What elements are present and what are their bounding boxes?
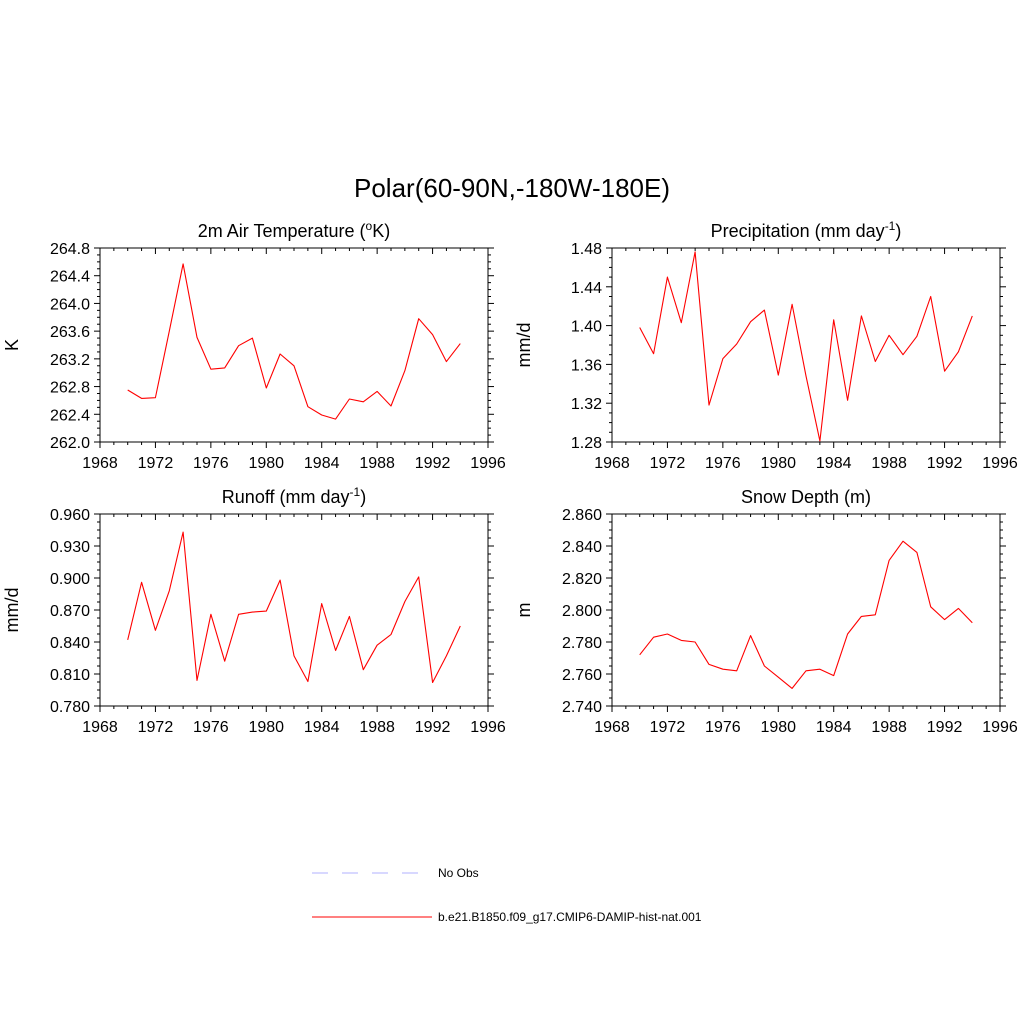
x-tick-label: 1972 [138,719,174,736]
y-tick-label: 2.820 [562,571,602,588]
panel-title-text: Runoff (mm day [222,487,350,507]
x-tick-label: 1984 [816,719,852,736]
x-tick-label: 1984 [816,455,852,472]
y-tick-label: 262.8 [50,380,90,397]
y-tick-label: 0.900 [50,571,90,588]
x-tick-label: 1984 [304,455,340,472]
y-tick-label: 0.810 [50,667,90,684]
x-tick-label: 1976 [705,455,741,472]
x-tick-label: 1988 [359,455,395,472]
x-tick-label: 1968 [82,455,118,472]
x-tick-label: 1976 [705,719,741,736]
panel-title-superscript: o [366,219,373,233]
x-tick-label: 1972 [650,719,686,736]
y-tick-label: 2.760 [562,667,602,684]
y-tick-label: 1.36 [571,357,602,374]
series-line-1 [639,251,973,442]
panel-title: Snow Depth (m) [741,487,871,507]
y-tick-label: 2.840 [562,539,602,556]
panel-2: Precipitation (mm day-1) mm/d 1968 1972 1976… [514,219,1018,472]
x-tick-label: 1968 [82,719,118,736]
panel-title-suffix: K) [372,221,390,241]
x-tick-label: 1980 [760,455,796,472]
x-tick-label: 1976 [193,719,229,736]
y-tick-label: 2.800 [562,603,602,620]
series-line-1 [127,531,461,684]
y-tick-label: 262.4 [50,407,90,424]
panel-4: Snow Depth (m) m 1968 1972 1976 1980 1984 1988 1… [514,487,1018,736]
series-line-1 [127,263,461,420]
y-axis-label: m [514,603,534,618]
x-tick-label: 1980 [248,455,284,472]
y-tick-label: 264.4 [50,269,90,286]
y-tick-label: 264.8 [50,241,90,258]
panel-title-superscript: -1 [350,485,361,499]
x-tick-label: 1976 [193,455,229,472]
y-axis-label: mm/d [2,588,22,633]
y-tick-label: 0.960 [50,507,90,524]
plot-frame [99,247,489,443]
y-tick-label: 2.740 [562,699,602,716]
y-tick-label: 0.840 [50,635,90,652]
x-tick-label: 1996 [470,455,506,472]
y-tick-label: 0.780 [50,699,90,716]
panel-title: Precipitation (mm day-1) [711,219,902,241]
plot-frame [611,247,1001,443]
panel-title-superscript: -1 [885,219,896,233]
x-tick-label: 1968 [594,719,630,736]
panel-3: Runoff (mm day-1) mm/d 1968 1972 1976 1980 198… [2,485,506,736]
x-tick-label: 1988 [871,719,907,736]
y-tick-label: 1.28 [571,435,602,452]
x-tick-label: 1996 [982,455,1018,472]
y-axis-label: mm/d [514,323,534,368]
x-tick-label: 1996 [982,719,1018,736]
panel-title-text: Snow Depth (m) [741,487,871,507]
y-tick-label: 264.0 [50,296,90,313]
panels-group: 2m Air Temperature (oK) K 1968 1972 1976 1980… [2,219,1018,736]
y-tick-label: 0.930 [50,539,90,556]
x-tick-label: 1968 [594,455,630,472]
x-tick-label: 1980 [248,719,284,736]
panel-1: 2m Air Temperature (oK) K 1968 1972 1976 1980… [2,219,506,472]
y-tick-label: 2.860 [562,507,602,524]
y-tick-label: 1.40 [571,319,602,336]
x-tick-label: 1988 [871,455,907,472]
panel-title-suffix: ) [360,487,366,507]
panel-title-suffix: ) [895,221,901,241]
y-tick-label: 2.780 [562,635,602,652]
x-tick-label: 1992 [415,719,451,736]
panel-title-text: 2m Air Temperature ( [198,221,366,241]
x-tick-label: 1996 [470,719,506,736]
plot-frame [99,513,489,707]
series-line-1 [639,540,973,689]
x-tick-label: 1984 [304,719,340,736]
x-tick-label: 1992 [927,455,963,472]
y-tick-label: 1.48 [571,241,602,258]
y-tick-label: 263.2 [50,352,90,369]
y-tick-label: 0.870 [50,603,90,620]
figure-title: Polar(60-90N,-180W-180E) [354,173,670,203]
y-tick-label: 1.32 [571,396,602,413]
x-tick-label: 1980 [760,719,796,736]
y-axis-label: K [2,339,22,351]
legend-label-1: No Obs [438,866,479,880]
panel-title: Runoff (mm day-1) [222,485,366,507]
y-tick-label: 1.44 [571,280,602,297]
panel-title: 2m Air Temperature (oK) [198,219,390,241]
x-tick-label: 1972 [650,455,686,472]
panel-title-text: Precipitation (mm day [711,221,885,241]
legend: No Obs b.e21.B1850.f09_g17.CMIP6-DAMIP-hi… [312,866,702,924]
x-tick-label: 1972 [138,455,174,472]
x-tick-label: 1992 [415,455,451,472]
x-tick-label: 1988 [359,719,395,736]
legend-label-2: b.e21.B1850.f09_g17.CMIP6-DAMIP-hist-nat… [438,910,702,924]
y-tick-label: 263.6 [50,324,90,341]
y-tick-label: 262.0 [50,435,90,452]
x-tick-label: 1992 [927,719,963,736]
plot-frame [611,513,1001,707]
